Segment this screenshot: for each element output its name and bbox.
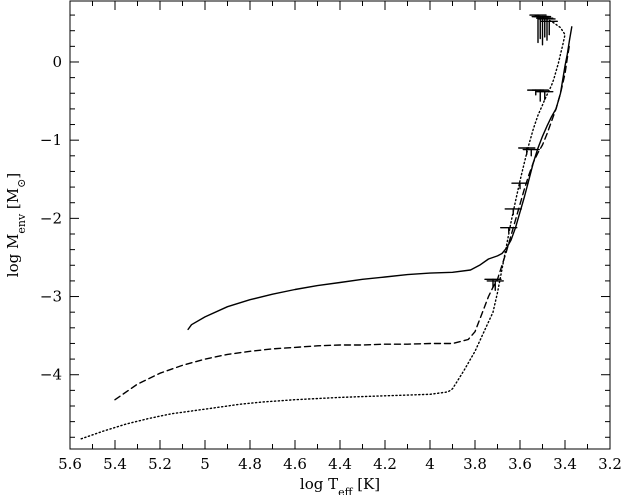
- x-tick-label: 4: [425, 455, 435, 473]
- y-tick-labels: 0 −1 −2 −3 −4: [40, 53, 62, 384]
- x-tick-label: 4.4: [328, 455, 352, 473]
- plot-frame: [69, 0, 611, 450]
- x-tick-label: 5.4: [103, 455, 127, 473]
- y-tick-label: 0: [52, 53, 62, 71]
- x-axis-label: log Teff [K]: [300, 475, 380, 495]
- y-tick-label: −2: [40, 209, 62, 227]
- series-line-dotted: [80, 14, 566, 440]
- series-line-solid: [187, 26, 573, 331]
- x-tick-label: 3.4: [553, 455, 577, 473]
- x-tick-label: 5.6: [58, 455, 82, 473]
- y-tick-label: −4: [40, 366, 62, 384]
- x-tick-label: 5: [200, 455, 210, 473]
- y-axis-label: log Menv [M⊙]: [4, 173, 28, 277]
- series-line-dashed: [114, 44, 571, 401]
- x-tick-label: 4.6: [283, 455, 307, 473]
- x-tick-label: 4.8: [238, 455, 262, 473]
- x-tick-label: 3.8: [463, 455, 487, 473]
- x-tick-label: 5.2: [148, 455, 172, 473]
- series-layer: [80, 14, 573, 440]
- x-tick-label: 3.2: [598, 455, 621, 473]
- y-tick-label: −3: [40, 288, 62, 306]
- loop-spikes: [484, 14, 558, 291]
- y-tick-label: −1: [40, 131, 62, 149]
- axis-ticks: [69, 1, 611, 449]
- x-tick-labels: 5.6 5.4 5.2 5 4.8 4.6 4.4 4.2 4 3.8 3.6 3.4 3.2: [58, 455, 621, 473]
- x-tick-label: 3.6: [508, 455, 532, 473]
- x-tick-label: 4.2: [373, 455, 397, 473]
